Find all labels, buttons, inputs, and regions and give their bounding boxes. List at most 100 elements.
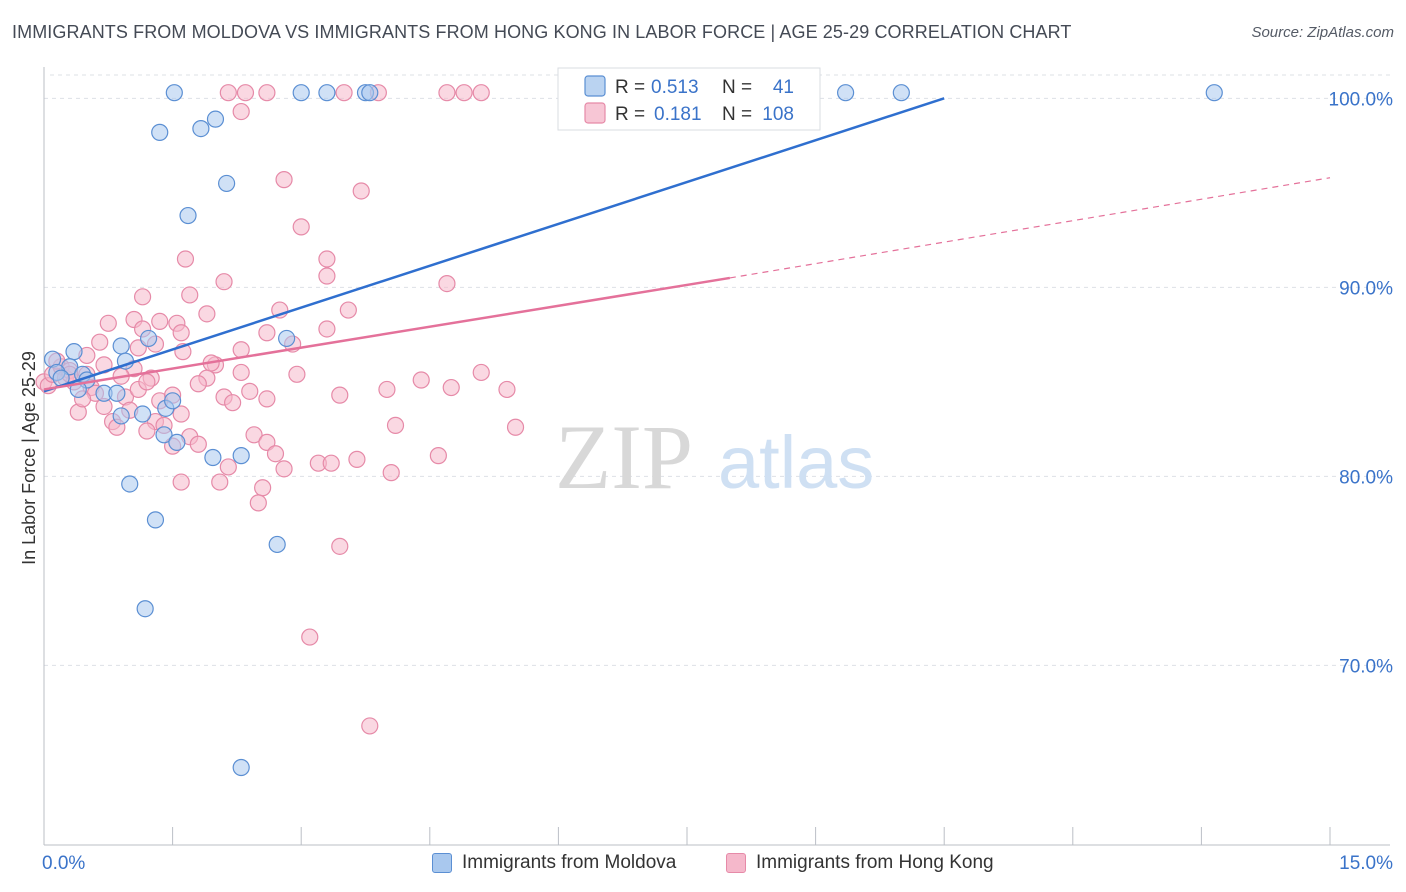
y-tick-label: 100.0% [1329,89,1394,110]
hong-kong-point [232,102,250,121]
hong-kong-point [292,218,310,236]
hong-kong-point [172,324,190,342]
y-tick-labels: 70.0% 80.0% 90.0% 100.0% [1329,89,1394,677]
hong-kong-point [361,717,379,735]
moldova-point [108,384,126,402]
hong-kong-point [254,479,272,497]
y-tick-label: 70.0% [1339,656,1393,677]
moldova-point [232,758,250,777]
moldova-point [151,123,169,141]
legend-bottom: Immigrants from Moldova Immigrants from … [0,850,1406,880]
hong-kong-point [151,312,169,331]
y-tick-label: 90.0% [1339,278,1393,299]
hong-kong-point [331,537,349,555]
hong-kong-point [378,380,396,399]
moldova-point [192,119,210,138]
legend-top: R = 0.513 N = 41 R = 0.181 N = 108 [557,67,821,131]
source-credit: Source: ZipAtlas.com [1251,24,1394,41]
y-tick-label: 80.0% [1339,467,1393,488]
hong-kong-point [99,314,117,332]
hong-kong-point [288,365,306,383]
hong-kong-point [172,405,190,423]
legend-swatch-moldova [432,853,452,873]
moldova-point [165,84,183,102]
hong-kong-point [438,274,456,293]
hong-kong-point [322,454,340,472]
moldova-point [206,110,225,128]
legend-n-value-moldova: 41 [773,77,794,98]
hong-kong-point [318,250,336,268]
hong-kong-point [91,333,109,351]
y-axis-label: In Labor Force | Age 25-29 [19,351,39,565]
legend-item-hong-kong[interactable]: Immigrants from Hong Kong [726,852,994,874]
hong-kong-point [241,382,259,400]
hong-kong-point [219,458,237,476]
hong-kong-point [275,460,293,478]
hong-kong-point [438,84,456,102]
hong-kong-point [386,416,405,434]
moldova-point [232,447,250,465]
hong-kong-point [331,386,349,404]
hong-kong-point [176,250,195,268]
moldova-point [218,174,236,193]
x-tick-label-start: 0.0% [42,853,85,874]
moldova-point [892,84,910,102]
hong-kong-point [211,473,229,491]
watermark-atlas: atlas [718,421,874,504]
hong-kong-point [472,84,490,102]
hong-kong-point [249,494,267,512]
legend-n-label-moldova: N = [722,77,752,98]
hong-kong-point [245,426,263,444]
moldova-point [168,433,186,451]
hong-kong-point [258,433,276,451]
legend-top-swatch-moldova [584,75,606,97]
moldova-point [164,392,182,410]
legend-item-moldova[interactable]: Immigrants from Moldova [432,852,676,874]
trend-line-hong-kong-extension [729,177,1331,279]
hong-kong-point [189,435,207,453]
hong-kong-point [455,84,473,102]
hong-kong-point [189,375,207,393]
series-moldova-points [43,84,1223,777]
hong-kong-point [215,273,233,291]
hong-kong-point [258,324,276,342]
hong-kong-point [412,371,430,389]
moldova-point [292,84,310,102]
hong-kong-point [382,464,400,482]
moldova-point [278,329,296,348]
hong-kong-point [138,373,156,391]
legend-r-label-hong-kong: R = [615,104,645,125]
hong-kong-point [236,84,255,102]
legend-label-hong-kong: Immigrants from Hong Kong [756,852,994,873]
moldova-point [204,448,222,467]
hong-kong-point [318,267,336,285]
watermark: ZIP atlas [555,406,874,508]
moldova-point [179,206,197,225]
chart-title: IMMIGRANTS FROM MOLDOVA VS IMMIGRANTS FR… [12,22,1072,42]
hong-kong-point [442,378,460,397]
moldova-point [1205,84,1223,102]
trend-line-moldova [43,97,945,393]
moldova-point [318,84,336,102]
moldova-point [146,511,165,529]
hong-kong-point [339,301,357,319]
watermark-zip: ZIP [555,406,693,508]
hong-kong-point [472,363,490,382]
legend-n-value-hong-kong: 108 [762,104,794,125]
hong-kong-point [318,320,336,338]
hong-kong-point [133,288,152,306]
hong-kong-point [198,305,216,323]
x-tick-labels: 0.0% 15.0% [42,853,1393,874]
hong-kong-point [258,84,276,102]
moldova-point [65,343,83,361]
moldova-point [837,84,855,102]
hong-kong-point [181,286,199,304]
hong-kong-point [232,363,250,382]
hong-kong-point [348,450,366,468]
moldova-point [268,535,286,554]
axes [43,67,1390,846]
legend-swatch-hong-kong [726,853,746,873]
legend-n-label-hong-kong: N = [722,104,752,125]
moldova-point [361,84,379,102]
